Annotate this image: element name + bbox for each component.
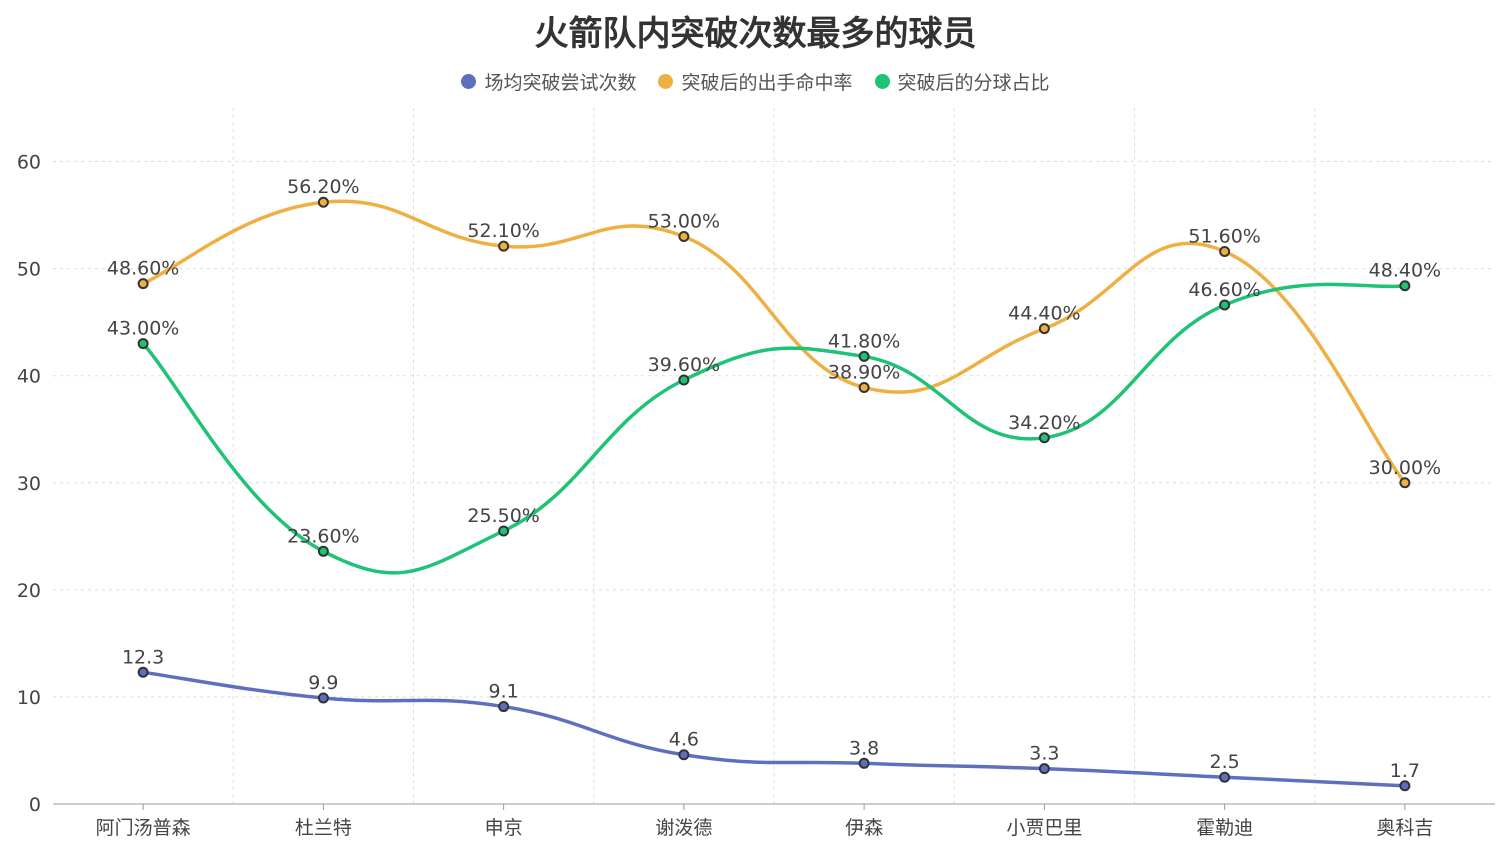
data-label: 39.60%	[648, 354, 720, 376]
series-line	[141, 282, 1406, 575]
data-point	[678, 230, 690, 242]
legend-marker-icon	[461, 74, 477, 89]
data-point	[317, 545, 329, 557]
data-label: 25.50%	[467, 505, 539, 527]
data-point	[137, 338, 149, 350]
x-tick-label: 谢泼德	[655, 817, 712, 839]
data-label: 48.40%	[1369, 260, 1441, 282]
x-tick-label: 申京	[485, 817, 523, 839]
x-tick-label: 伊森	[845, 817, 883, 839]
legend: 场均突破尝试次数 突破后的出手命中率 突破后的分球占比	[0, 68, 1511, 95]
y-tick-label: 30	[17, 473, 41, 495]
series-3: 43.00% 23.60% 25.50% 39.60% 41.80% 34.20% 46.6…	[107, 260, 1441, 575]
legend-label: 突破后的分球占比	[897, 72, 1050, 94]
data-point	[858, 350, 870, 362]
data-point	[1399, 280, 1411, 292]
data-point	[1038, 323, 1050, 335]
data-label: 38.90%	[828, 361, 900, 383]
data-label: 41.80%	[828, 330, 900, 352]
data-label: 23.60%	[287, 525, 359, 547]
data-label: 9.1	[489, 681, 519, 703]
data-label: 46.60%	[1188, 279, 1260, 301]
data-label: 4.6	[669, 729, 699, 751]
series-2: 48.60% 56.20% 52.10% 53.00% 38.90% 44.40% 51.6…	[107, 176, 1441, 489]
y-tick-label: 0	[29, 794, 41, 816]
series-1: 12.3 9.9 9.1 4.6 3.8 3.3 2.5 1.7	[122, 646, 1420, 792]
y-tick-label: 10	[17, 687, 41, 709]
data-label: 52.10%	[467, 220, 539, 242]
legend-marker-icon	[874, 74, 890, 89]
data-label: 3.8	[849, 737, 879, 759]
data-point	[858, 757, 870, 769]
data-point	[498, 525, 510, 537]
chart-title: 火箭队内突破次数最多的球员	[534, 14, 977, 54]
data-point	[137, 666, 149, 678]
data-label: 43.00%	[107, 318, 179, 340]
data-point	[1038, 432, 1050, 444]
data-label: 48.60%	[107, 258, 179, 280]
y-tick-label: 40	[17, 366, 41, 388]
data-point	[498, 240, 510, 252]
legend-item[interactable]: 突破后的分球占比	[874, 68, 1050, 95]
data-point	[678, 374, 690, 386]
legend-item[interactable]: 场均突破尝试次数	[461, 68, 636, 95]
series-line	[142, 670, 1405, 788]
legend-marker-icon	[658, 74, 674, 89]
data-point	[678, 749, 690, 761]
data-point	[137, 278, 149, 290]
data-label: 34.20%	[1008, 412, 1080, 434]
legend-label: 场均突破尝试次数	[484, 72, 637, 94]
x-tick-label: 杜兰特	[295, 817, 352, 839]
data-point	[1219, 299, 1231, 311]
y-tick-label: 50	[17, 259, 41, 281]
data-point	[1219, 245, 1231, 257]
y-tick-label: 20	[17, 580, 41, 602]
data-point	[1219, 771, 1231, 783]
data-label: 9.9	[308, 672, 338, 694]
data-label: 1.7	[1390, 760, 1420, 782]
data-label: 56.20%	[287, 176, 359, 198]
data-label: 51.60%	[1188, 225, 1260, 247]
legend-label: 突破后的出手命中率	[681, 72, 853, 94]
data-point	[1399, 780, 1411, 792]
data-point	[317, 692, 329, 704]
data-label: 2.5	[1210, 751, 1240, 773]
x-tick-label: 阿门汤普森	[96, 817, 191, 839]
data-point	[1399, 477, 1411, 489]
x-tick-label: 霍勒迪	[1196, 817, 1253, 839]
data-label: 53.00%	[648, 210, 720, 232]
data-label: 3.3	[1029, 743, 1059, 765]
x-tick-label: 小贾巴里	[1006, 817, 1082, 839]
y-tick-label: 60	[17, 152, 41, 174]
data-label: 30.00%	[1369, 457, 1441, 479]
data-point	[317, 196, 329, 208]
data-label: 12.3	[122, 646, 164, 668]
x-tick-label: 奥科吉	[1376, 817, 1433, 839]
data-point	[498, 701, 510, 713]
data-label: 44.40%	[1008, 303, 1080, 325]
data-point	[1038, 763, 1050, 775]
legend-item[interactable]: 突破后的出手命中率	[658, 68, 853, 95]
data-point	[858, 381, 870, 393]
